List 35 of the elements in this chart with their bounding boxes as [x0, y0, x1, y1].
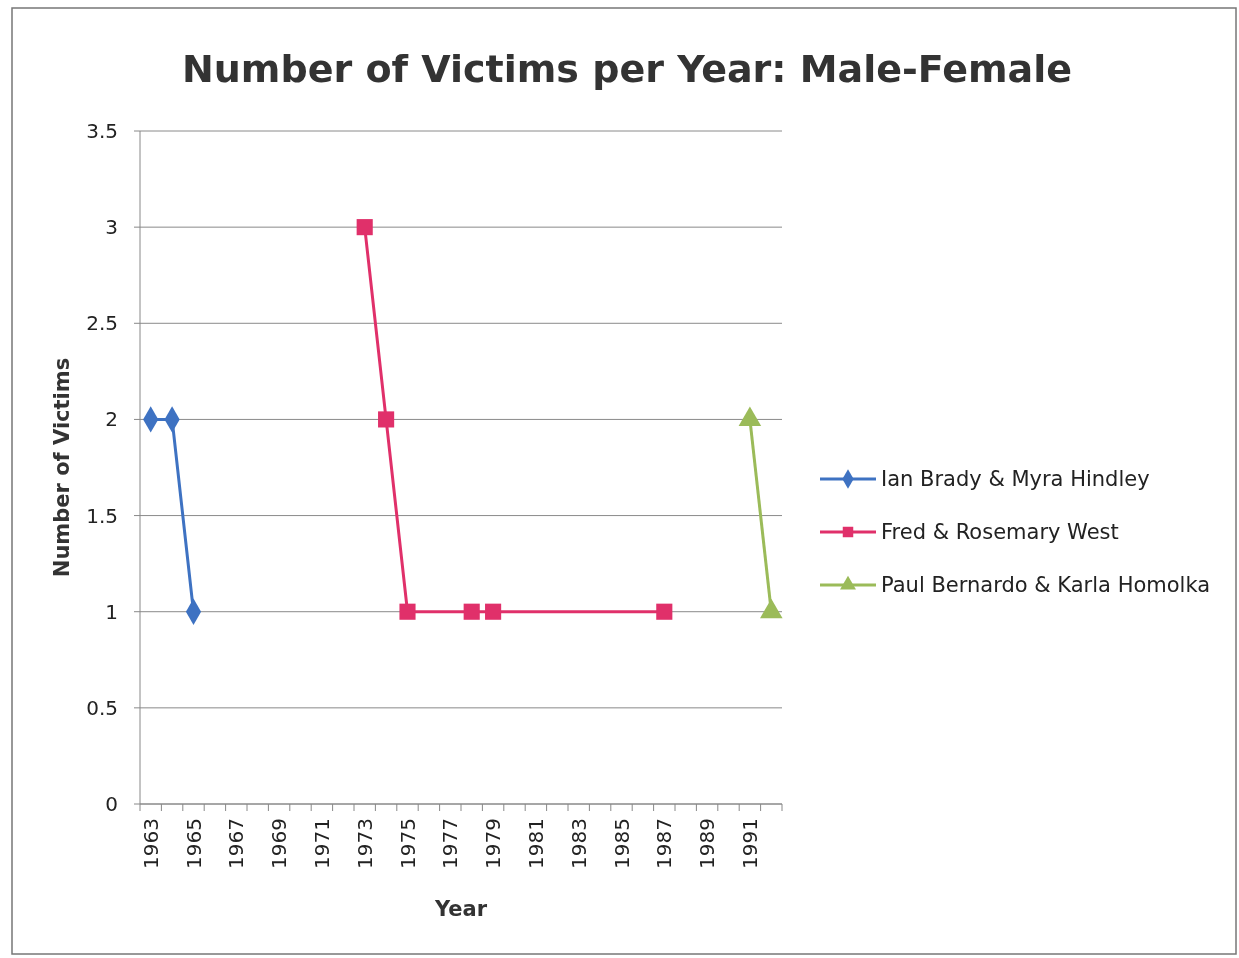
x-tick-label: 1975 [395, 818, 420, 869]
x-tick-label: 1981 [523, 818, 548, 869]
x-tick-label: 1967 [224, 818, 249, 869]
y-tick-label: 3.5 [86, 119, 118, 143]
y-tick-label: 2 [105, 407, 118, 432]
y-tick-label: 0.5 [86, 695, 118, 720]
point [463, 603, 480, 620]
x-tick-label: 1963 [138, 818, 163, 869]
x-tick-label: 1971 [309, 818, 334, 869]
y-tick-label: 1 [105, 599, 118, 624]
x-tick-label: 1979 [481, 818, 506, 869]
point [656, 603, 673, 620]
point [399, 603, 416, 620]
x-tick-label: 1983 [566, 818, 591, 869]
x-axis-title: Year [433, 897, 488, 921]
y-tick-label: 3 [105, 215, 118, 240]
y-tick-label: 2.5 [86, 311, 118, 336]
x-tick-label: 1973 [352, 818, 377, 869]
chart-title: Number of Victims per Year: Male-Female [182, 47, 1072, 91]
y-axis-title: Number of Victims [50, 357, 75, 578]
point [378, 411, 395, 428]
legend-label: Ian Brady & Myra Hindley [881, 467, 1150, 492]
y-tick-label: 0 [105, 792, 118, 816]
y-tick-label: 1.5 [86, 503, 118, 528]
x-tick-label: 1965 [181, 818, 206, 869]
x-tick-label: 1977 [438, 818, 463, 869]
x-tick-label: 1989 [695, 818, 720, 869]
x-tick-label: 1969 [267, 818, 292, 869]
point [356, 219, 373, 236]
x-tick-label: 1987 [652, 818, 677, 869]
legend-label: Fred & Rosemary West [881, 520, 1119, 545]
legend-label: Paul Bernardo & Karla Homolka [881, 573, 1211, 598]
x-tick-label: 1991 [737, 818, 762, 869]
point [485, 603, 502, 620]
x-tick-label: 1985 [609, 818, 634, 869]
